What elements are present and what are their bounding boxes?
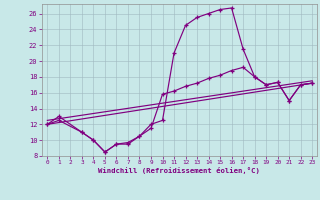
X-axis label: Windchill (Refroidissement éolien,°C): Windchill (Refroidissement éolien,°C): [98, 167, 260, 174]
